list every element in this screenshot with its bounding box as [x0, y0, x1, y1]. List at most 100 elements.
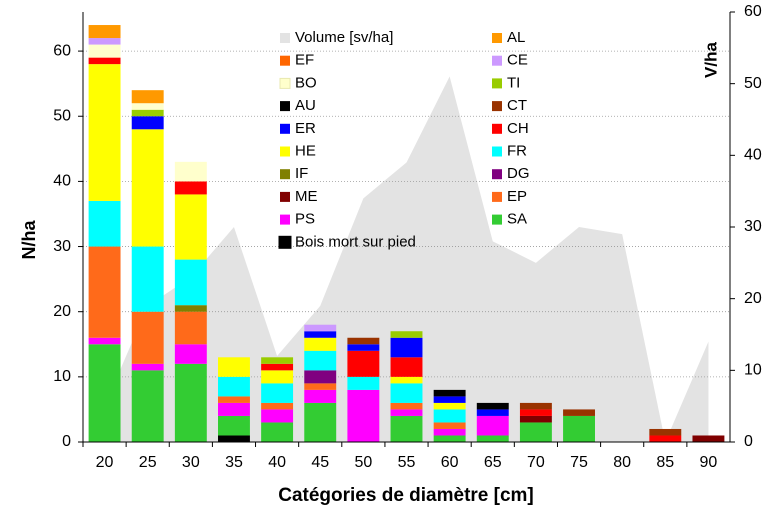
- bar-segment: [347, 389, 380, 442]
- x-tick-label: 90: [700, 454, 718, 471]
- legend-swatch: [280, 146, 290, 157]
- legend-label: IF: [295, 165, 308, 182]
- legend-swatch: [492, 78, 502, 89]
- bar-segment: [347, 376, 380, 390]
- x-tick-label: 50: [354, 454, 372, 471]
- bar-segment: [174, 194, 207, 260]
- legend-swatch: [492, 33, 502, 43]
- bar-segment: [88, 344, 121, 442]
- bar-segment: [433, 389, 466, 397]
- legend-swatch: [280, 55, 290, 66]
- x-tick-label: 85: [656, 454, 674, 471]
- bar-segment: [131, 370, 164, 442]
- y-axis-label: N/ha: [19, 220, 39, 260]
- bar-segment: [261, 383, 294, 403]
- bar-segment: [88, 246, 121, 338]
- area: [104, 76, 709, 442]
- bar-segment: [174, 181, 207, 195]
- bar-segment: [347, 337, 380, 345]
- legend-swatch: [492, 101, 502, 112]
- y2-tick-label: 20: [744, 290, 762, 307]
- bar-segment: [563, 415, 595, 442]
- legend-swatch: [492, 191, 502, 202]
- bar-segment: [88, 200, 121, 247]
- bar-segment: [390, 357, 423, 377]
- bar-segment: [304, 370, 337, 384]
- y2-tick-label: 10: [744, 362, 762, 379]
- bar-segment: [218, 402, 250, 416]
- bar-segment: [433, 396, 466, 403]
- bar-segment: [390, 409, 423, 416]
- legend-swatch: [280, 191, 290, 202]
- y2-tick-label: 60: [744, 3, 762, 20]
- legend-swatch: [492, 214, 502, 225]
- bar-segment: [476, 402, 509, 410]
- legend-swatch: [280, 169, 290, 180]
- legend-swatch: [280, 33, 290, 43]
- y-tick-label: 30: [53, 238, 71, 255]
- x-tick-label: 30: [182, 454, 200, 471]
- x-tick-label: 55: [398, 454, 416, 471]
- legend-label: AL: [507, 29, 525, 46]
- bar-segment: [304, 383, 337, 390]
- bar-segment: [218, 435, 250, 442]
- y2-tick-label: 40: [744, 147, 762, 164]
- x-tick-label: 35: [225, 454, 243, 471]
- x-tick-label: 25: [139, 454, 157, 471]
- legend: Volume [sv/ha] AL EF CE BO TI AU CT ER CH HE FR IF DG…: [278, 29, 530, 250]
- legend-label: ER: [295, 120, 316, 137]
- x-tick-label: 70: [527, 454, 545, 471]
- bar-segment: [261, 357, 294, 364]
- legend-label: FR: [507, 142, 527, 159]
- bar-segment: [174, 161, 207, 182]
- legend-swatch: [492, 169, 502, 180]
- bar-segment: [390, 331, 423, 338]
- bar-segment: [304, 350, 337, 371]
- bar-segment: [476, 409, 509, 416]
- bar-segment: [261, 402, 294, 410]
- bar-segment: [433, 435, 466, 442]
- bar-segment: [476, 435, 509, 442]
- legend-swatch: [492, 146, 502, 157]
- bar-segment: [261, 363, 294, 371]
- x-tick-label: 75: [570, 454, 588, 471]
- legend-swatch: [280, 214, 290, 225]
- legend-label: CT: [507, 97, 527, 114]
- bar-segment: [131, 129, 164, 247]
- x-axis-label: Catégories de diamètre [cm]: [278, 485, 534, 506]
- bar-segment: [304, 402, 337, 442]
- y2-tick-label: 50: [744, 75, 762, 92]
- bar-segment: [174, 259, 207, 306]
- y2-axis-label: V/ha: [701, 42, 720, 78]
- x-tick-label: 40: [268, 454, 286, 471]
- legend-label: HE: [295, 142, 316, 159]
- x-tick-label: 65: [484, 454, 502, 471]
- plot-area: [78, 11, 735, 447]
- y-tick-label: 0: [62, 433, 71, 450]
- legend-label: AU: [295, 97, 316, 114]
- bar-segment: [519, 402, 552, 410]
- bar-segment: [174, 363, 207, 442]
- legend-label: SA: [507, 211, 527, 228]
- bar-segment: [131, 109, 164, 117]
- legend-swatch: [492, 55, 502, 66]
- y-tick-label: 20: [53, 303, 71, 320]
- bar-segment: [390, 415, 423, 442]
- bar-segment: [261, 422, 294, 442]
- y2-tick-label: 30: [744, 218, 762, 235]
- bar-segment: [433, 428, 466, 436]
- x-tick-label: 45: [311, 454, 329, 471]
- legend-label: ME: [295, 188, 318, 205]
- y2-tick-label: 0: [744, 433, 753, 450]
- bar-segment: [347, 350, 380, 377]
- x-tick-label: 80: [613, 454, 631, 471]
- legend-label: PS: [295, 211, 315, 228]
- legend-swatch: [280, 101, 290, 112]
- bar-segment: [261, 370, 294, 384]
- legend-swatch: [492, 123, 502, 134]
- bar-segment: [218, 376, 250, 397]
- bar-segment: [174, 311, 207, 345]
- bar-segment: [519, 409, 552, 416]
- bar-segment: [390, 337, 423, 358]
